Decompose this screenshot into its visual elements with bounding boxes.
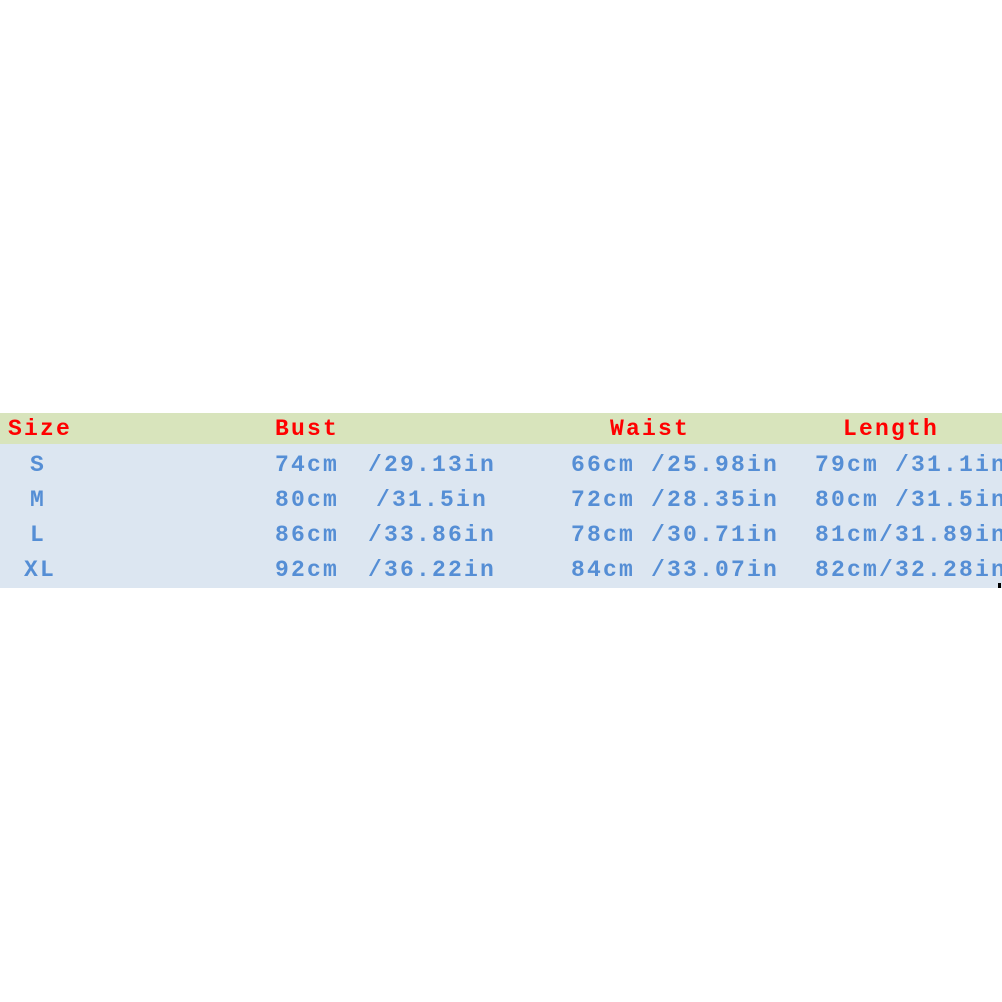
cell-waist: 84cm /33.07in <box>571 557 780 583</box>
cell-bust-cm: 86cm <box>275 522 340 548</box>
cell-waist: 66cm /25.98in <box>571 452 780 478</box>
header-waist: Waist <box>610 416 691 442</box>
cell-size: S <box>30 452 47 478</box>
cell-size: XL <box>24 557 57 583</box>
header-bust: Bust <box>275 416 340 442</box>
cell-length: 82cm/32.28in <box>815 557 1002 583</box>
cell-bust-in: /31.5in <box>376 487 489 513</box>
cell-length: 81cm/31.89in <box>815 522 1002 548</box>
size-table-body <box>0 444 1002 588</box>
cell-waist: 78cm /30.71in <box>571 522 780 548</box>
cell-bust-in: /33.86in <box>368 522 497 548</box>
cell-size: L <box>30 522 47 548</box>
cell-bust-in: /29.13in <box>368 452 497 478</box>
cell-bust-in: /36.22in <box>368 557 497 583</box>
cell-size: M <box>30 487 47 513</box>
cell-bust-cm: 92cm <box>275 557 340 583</box>
cell-length: 80cm /31.5in <box>815 487 1002 513</box>
header-size: Size <box>8 416 73 442</box>
cell-waist: 72cm /28.35in <box>571 487 780 513</box>
cell-bust-cm: 74cm <box>275 452 340 478</box>
corner-mark <box>998 583 1001 588</box>
cell-bust-cm: 80cm <box>275 487 340 513</box>
size-table-header-row <box>0 413 1002 444</box>
cell-length: 79cm /31.1in <box>815 452 1002 478</box>
header-length: Length <box>843 416 940 442</box>
